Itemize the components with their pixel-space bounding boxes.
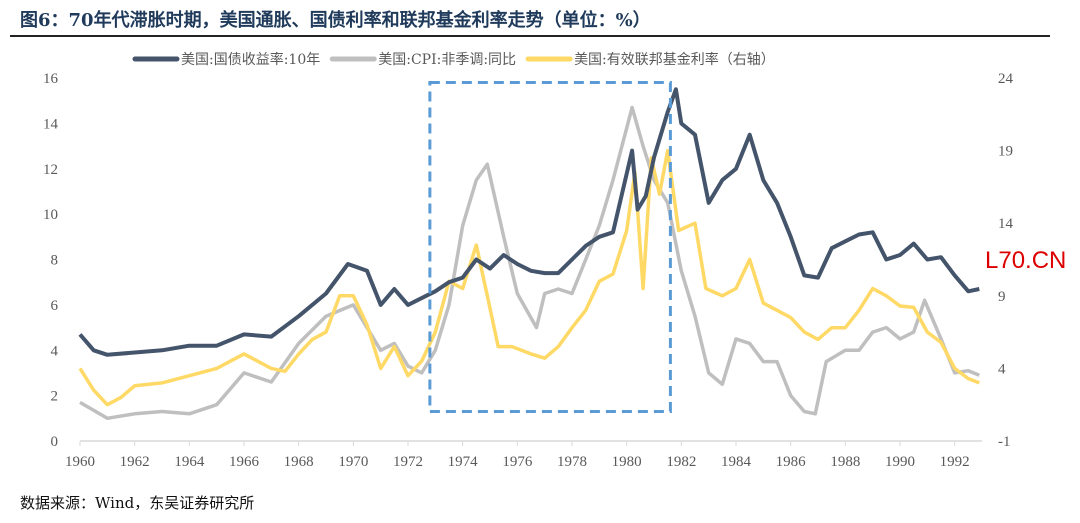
y-right-tick-label: 14 [998,216,1014,232]
y-left-tick-label: 16 [43,71,59,87]
y-right-tick-label: 9 [998,289,1006,305]
x-tick-label: 1966 [229,454,260,470]
watermark: L70.CN [985,247,1067,274]
y-left-tick-label: 8 [51,253,59,269]
y-left-tick-label: 2 [51,389,59,405]
x-tick-label: 1968 [284,454,314,470]
x-tick-label: 1988 [830,454,860,470]
series-line-1 [79,105,980,421]
x-tick-label: 1990 [885,454,915,470]
x-tick-label: 1984 [721,454,752,470]
x-tick-label: 1976 [502,454,533,470]
legend-label-2: 美国:有效联邦基金利率（右轴） [574,51,775,68]
y-right-tick-label: 19 [998,144,1013,160]
x-tick-label: 1978 [557,454,587,470]
x-tick-label: 1972 [393,454,423,470]
x-tick-label: 1986 [776,454,807,470]
x-tick-label: 1974 [448,454,479,470]
x-tick-label: 1982 [666,454,696,470]
legend-label-0: 美国:国债收益率:10年 [181,51,320,68]
series-line-2 [78,148,980,407]
legend-label-1: 美国:CPI:非季调:同比 [378,52,516,68]
series-line-0 [78,87,980,357]
x-tick-label: 1962 [120,454,150,470]
y-left-tick-label: 14 [43,116,59,132]
x-tick-label: 1964 [174,454,205,470]
x-tick-label: 1992 [940,454,970,470]
y-left-tick-label: 10 [43,207,58,223]
y-right-tick-label: 24 [998,71,1014,87]
y-left-tick-label: 4 [51,343,59,359]
highlight-box [428,81,672,414]
y-left-tick-label: 0 [51,434,59,450]
source-note: 数据来源：Wind，东吴证券研究所 [20,494,255,512]
x-tick-label: 1960 [65,454,95,470]
y-left-tick-label: 12 [43,162,58,178]
x-tick-label: 1970 [338,454,368,470]
title-rule [10,35,1050,37]
y-right-tick-label: -1 [998,434,1011,450]
y-right-tick-label: 4 [998,361,1006,377]
y-left-tick-label: 6 [51,298,59,314]
x-tick-label: 1980 [612,454,642,470]
chart-title: 图6：70年代滞胀时期，美国通胀、国债利率和联邦基金利率走势（单位：%） [20,10,651,31]
